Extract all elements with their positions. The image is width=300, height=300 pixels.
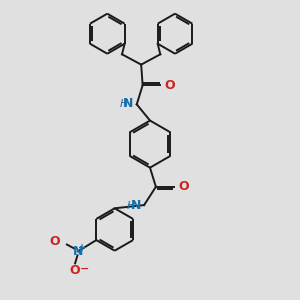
Text: N: N — [73, 245, 83, 258]
Text: N: N — [130, 199, 141, 212]
Text: O: O — [178, 180, 189, 193]
Text: O: O — [69, 264, 80, 277]
Text: O: O — [164, 79, 175, 92]
Text: H: H — [119, 99, 128, 109]
Text: −: − — [80, 264, 89, 274]
Text: N: N — [123, 97, 134, 110]
Text: O: O — [49, 236, 59, 248]
Text: +: + — [78, 243, 86, 253]
Text: H: H — [127, 201, 135, 211]
